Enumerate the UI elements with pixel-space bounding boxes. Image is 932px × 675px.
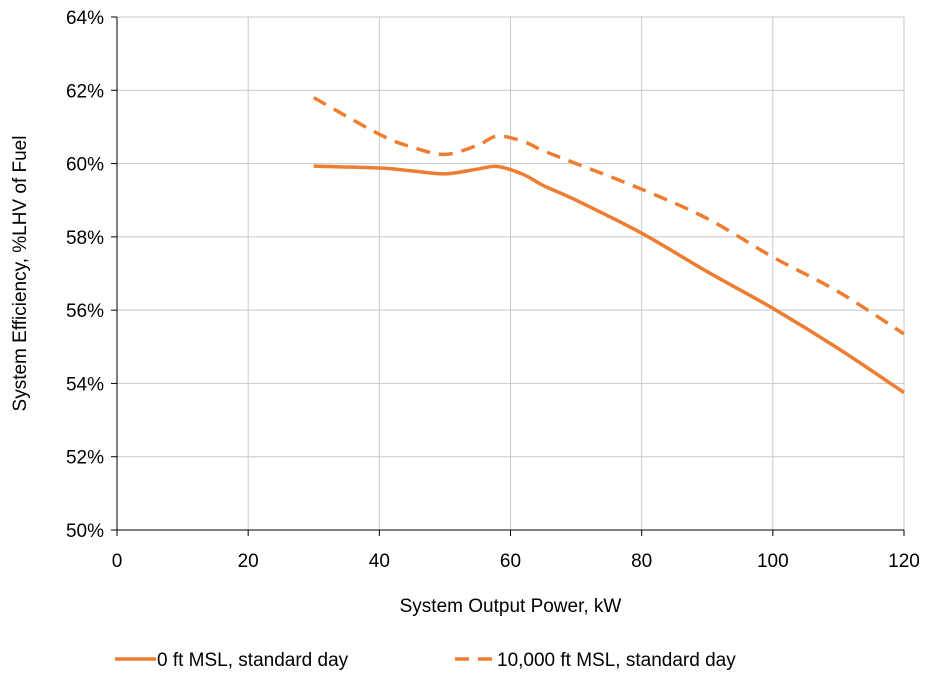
y-tick-label-0: 50% (66, 521, 104, 542)
x-tick-label-2: 40 (369, 551, 390, 572)
axes (111, 16, 905, 536)
x-tick-label-0: 0 (112, 551, 123, 572)
series-line-10000-ft-msl (312, 96, 905, 336)
x-tick-label-1: 20 (238, 551, 259, 572)
x-tick-label-6: 120 (888, 551, 920, 572)
x-tick-label-3: 60 (500, 551, 521, 572)
x-tick-label-4: 80 (631, 551, 652, 572)
y-tick-label-3: 56% (66, 301, 104, 322)
legend: 0 ft MSL, standard day 10,000 ft MSL, st… (115, 650, 736, 671)
y-tick-label-2: 54% (66, 374, 104, 395)
y-tick-label-7: 64% (66, 8, 104, 29)
legend-label-10000-ft-msl: 10,000 ft MSL, standard day (497, 650, 736, 671)
x-axis-title: System Output Power, kW (400, 596, 622, 617)
series-lines (312, 96, 905, 395)
y-tick-label-1: 52% (66, 448, 104, 469)
grid (117, 16, 905, 530)
y-tick-label-6: 62% (66, 81, 104, 102)
y-tick-label-5: 60% (66, 155, 104, 176)
y-axis-title: System Efficiency, %LHV of Fuel (10, 136, 31, 412)
x-tick-label-5: 100 (757, 551, 789, 572)
legend-label-0-ft-msl: 0 ft MSL, standard day (157, 650, 349, 671)
series-line-0-ft-msl (313, 164, 905, 395)
y-tick-label-4: 58% (66, 228, 104, 249)
tick-labels: 50% 52% 54% 56% 58% 60% 62% 64% 0 20 40 60 80 100 120 (66, 8, 920, 572)
